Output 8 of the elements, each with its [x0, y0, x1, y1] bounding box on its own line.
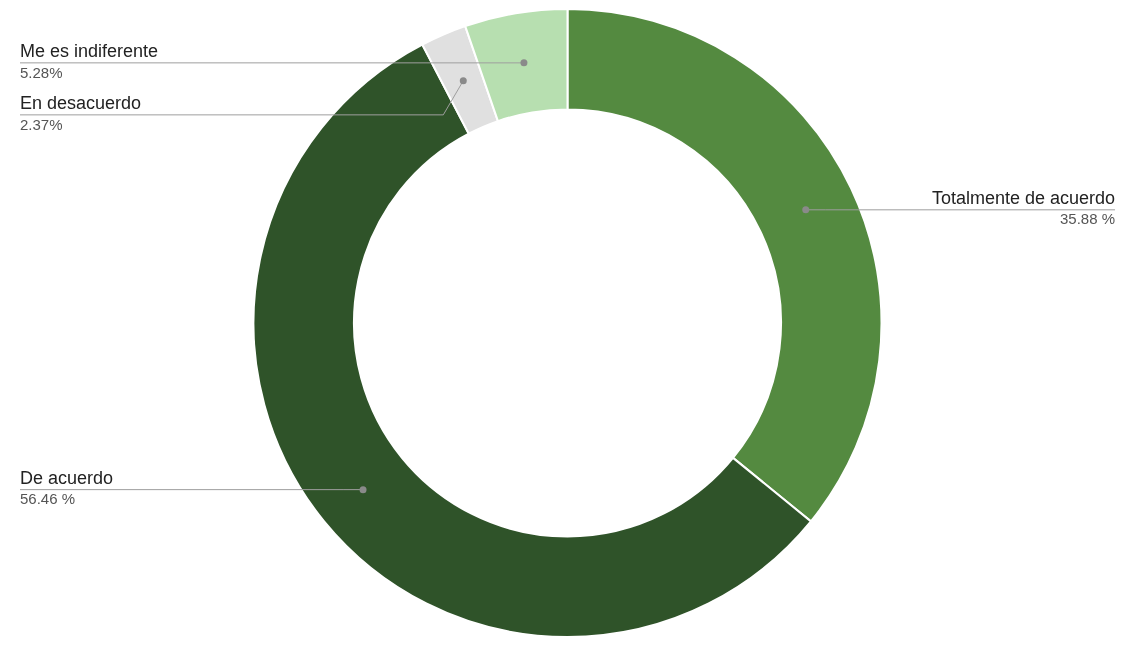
data-label: 35.88 %	[1059, 210, 1115, 228]
data-label: 5.28%	[20, 63, 63, 81]
data-label: 2.37%	[20, 115, 63, 133]
slice-label: Me es indiferente	[20, 40, 159, 61]
data-label: 56.46 %	[20, 490, 76, 508]
slice-label: De acuerdo	[20, 467, 114, 488]
slice-label: Totalmente de acuerdo	[931, 187, 1115, 208]
slice-label: En desacuerdo	[20, 92, 142, 113]
